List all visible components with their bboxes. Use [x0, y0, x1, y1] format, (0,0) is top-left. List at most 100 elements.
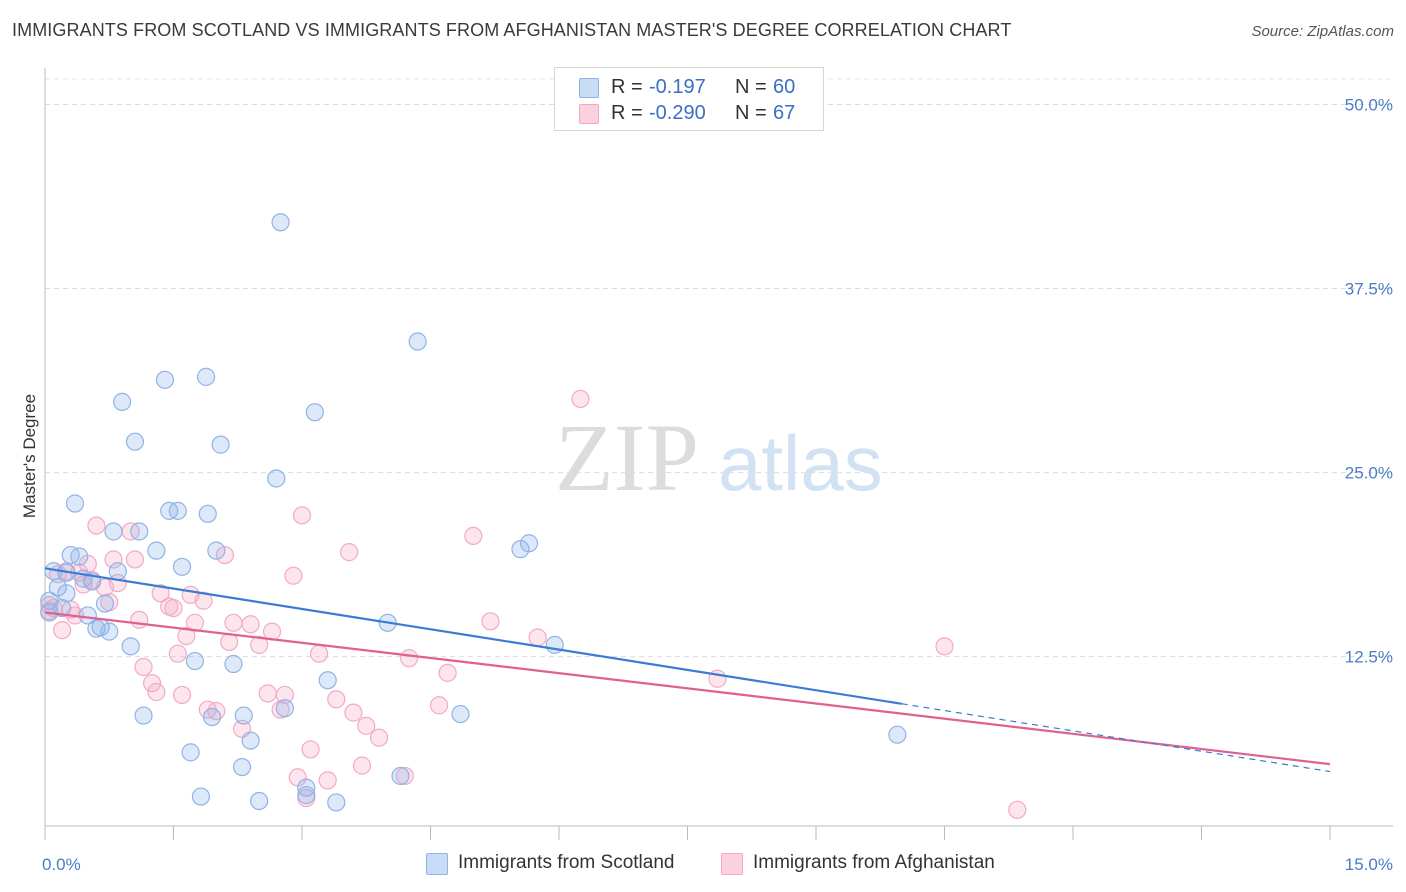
trend-lines: [44, 567, 1331, 773]
series-legend: Immigrants from Scotland Immigrants from…: [0, 852, 1406, 878]
point-scotland: [408, 332, 427, 351]
r-label: R =: [611, 76, 643, 98]
point-scotland: [232, 757, 252, 777]
point-scotland: [191, 787, 211, 806]
watermark-atlas: atlas: [718, 419, 883, 507]
point-scotland: [297, 785, 316, 805]
point-afghanistan: [130, 610, 149, 629]
point-scotland: [196, 367, 216, 386]
point-afghanistan: [318, 771, 337, 790]
point-afghanistan: [194, 591, 213, 610]
point-scotland: [250, 791, 269, 811]
point-afghanistan: [395, 766, 414, 786]
y-tick-label: 25.0%: [1345, 464, 1393, 483]
y-tick-label: 50.0%: [1345, 95, 1393, 114]
swatch-scotland: [579, 78, 599, 98]
point-scotland: [147, 541, 166, 560]
point-scotland: [172, 557, 192, 576]
stats-legend: R = -0.197 N = 60 R = -0.290 N = 67: [554, 67, 824, 131]
point-scotland: [134, 706, 153, 725]
point-scotland: [888, 725, 907, 744]
point-scotland: [181, 743, 200, 762]
point-afghanistan: [241, 615, 260, 634]
x-tick-label: 0.0%: [42, 855, 81, 874]
point-scotland: [100, 622, 119, 641]
point-afghanistan: [481, 612, 500, 631]
r-label: R =: [611, 102, 643, 124]
watermark-zip: ZIP: [555, 404, 699, 511]
point-scotland: [198, 504, 217, 523]
point-afghanistan: [438, 663, 457, 682]
r-value: -0.290: [649, 102, 706, 124]
point-afghanistan: [284, 566, 303, 585]
point-afghanistan: [185, 613, 205, 632]
point-afghanistan: [104, 550, 123, 569]
legend-label-scotland: Immigrants from Scotland: [458, 852, 675, 873]
point-scotland: [271, 213, 290, 232]
point-scotland: [207, 541, 226, 560]
point-scotland: [57, 584, 76, 603]
point-afghanistan: [292, 506, 312, 525]
point-afghanistan: [147, 682, 166, 702]
point-scotland: [297, 778, 316, 797]
y-tick-label: 37.5%: [1345, 280, 1393, 299]
point-afghanistan: [528, 628, 547, 647]
point-scotland: [275, 699, 294, 718]
trend-scotland-extension: [901, 703, 1331, 773]
point-scotland: [130, 522, 149, 541]
point-afghanistan: [134, 657, 153, 677]
point-afghanistan: [53, 621, 72, 640]
point-afghanistan: [399, 649, 419, 668]
axes: [44, 68, 1393, 840]
point-scotland: [318, 671, 337, 690]
watermark: ZIP atlas: [555, 404, 883, 511]
point-afghanistan: [172, 685, 192, 705]
point-scotland: [519, 534, 539, 553]
point-afghanistan: [224, 613, 243, 632]
n-value: 60: [773, 76, 796, 98]
point-afghanistan: [1008, 800, 1027, 819]
n-label: N =: [735, 102, 767, 124]
point-scotland: [202, 707, 222, 727]
point-afghanistan: [177, 626, 196, 646]
trend-scotland: [44, 567, 902, 705]
point-scotland: [168, 501, 187, 520]
point-afghanistan: [301, 740, 320, 759]
point-scotland: [155, 370, 175, 389]
point-scotland: [53, 598, 72, 618]
point-scotland: [112, 392, 132, 412]
point-scotland: [451, 704, 470, 724]
point-afghanistan: [258, 684, 277, 703]
point-afghanistan: [571, 389, 590, 409]
x-tick-label: 15.0%: [1345, 855, 1393, 874]
point-afghanistan: [151, 584, 170, 603]
point-afghanistan: [370, 728, 389, 747]
n-value: 67: [773, 102, 796, 124]
point-scotland: [234, 706, 253, 725]
tick-labels: 12.5% 25.0% 37.5% 50.0% 0.0% 15.0% Master's De…: [20, 95, 1393, 874]
point-afghanistan: [310, 644, 329, 663]
legend-label-afghanistan: Immigrants from Afghanistan: [753, 852, 995, 873]
point-afghanistan: [275, 685, 294, 705]
point-scotland: [391, 766, 410, 786]
n-label: N =: [735, 76, 767, 98]
point-afghanistan: [357, 716, 376, 735]
point-scotland: [125, 432, 145, 451]
point-afghanistan: [125, 550, 145, 569]
point-afghanistan: [164, 598, 183, 618]
chart-title: IMMIGRANTS FROM SCOTLAND VS IMMIGRANTS F…: [12, 20, 1012, 40]
chart-source: Source: ZipAtlas.com: [1251, 23, 1394, 40]
r-value: -0.197: [649, 76, 706, 98]
legend-swatch-scotland: [426, 853, 448, 875]
point-scotland: [224, 654, 243, 674]
point-afghanistan: [935, 637, 954, 656]
point-scotland: [121, 637, 140, 656]
point-afghanistan: [340, 543, 359, 562]
point-scotland: [241, 731, 260, 750]
point-afghanistan: [142, 674, 162, 693]
point-afghanistan: [464, 526, 483, 546]
point-afghanistan: [327, 690, 346, 709]
y-tick-label: 12.5%: [1345, 648, 1393, 667]
point-scotland: [327, 793, 346, 812]
